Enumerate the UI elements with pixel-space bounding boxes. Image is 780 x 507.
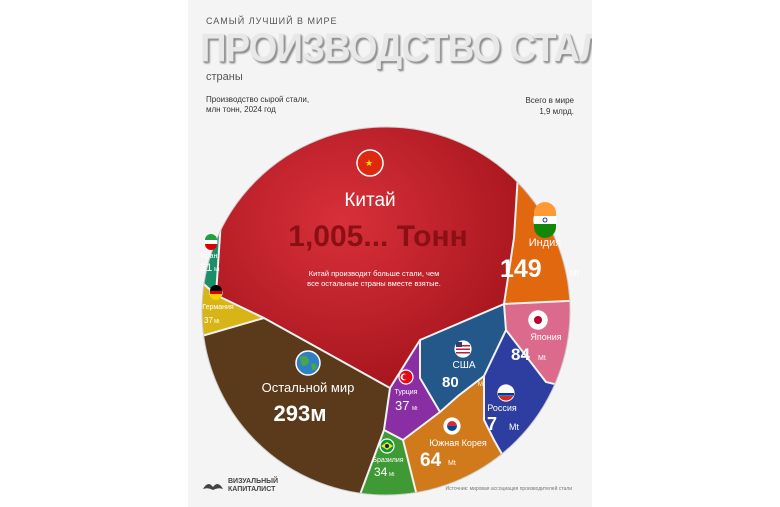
subtitle: страны <box>206 71 243 83</box>
korea-flag-icon <box>443 417 461 435</box>
india-value: 149 <box>500 255 542 283</box>
page-title: ПРОИЗВОДСТВО СТАЛИ <box>200 26 592 70</box>
logo-line-1: ВИЗУАЛЬНЫЙ <box>228 478 279 485</box>
unit-note: Производство сырой стали, млн тонн, 2024… <box>206 95 316 115</box>
russia-flag-icon <box>497 384 515 402</box>
turkey-name: Турция <box>395 389 418 396</box>
cell-china <box>202 127 520 388</box>
turkey-flag-icon <box>398 369 414 385</box>
russia-name: Россия <box>487 403 517 413</box>
india-unit: Mt <box>570 269 580 278</box>
unit-line-1: Производство сырой стали, <box>206 95 310 104</box>
rest-name: Остальной мир <box>262 380 355 395</box>
iran-flag-icon <box>204 234 218 250</box>
china-name: Китай <box>344 190 395 211</box>
russia-value: 7 <box>487 414 497 434</box>
china-note-line-1: Китай производит больше стали, чем <box>309 269 439 278</box>
germany-name: Германия <box>202 304 234 311</box>
globe-icon <box>295 350 321 376</box>
india-flag-icon <box>533 202 557 238</box>
russia-unit: Mt <box>509 422 519 432</box>
turkey-value: 37 <box>395 398 409 413</box>
rest-value: 293м <box>274 401 327 426</box>
cell-turkey <box>384 340 440 440</box>
japan-name: Япония <box>530 332 561 342</box>
germany-flag-icon <box>209 285 223 300</box>
iran-name: Иран <box>201 253 218 260</box>
china-value: 1,005... Тонн <box>288 220 467 253</box>
unit-line-2: млн тонн, 2024 год <box>206 105 276 114</box>
germany-unit: Mt <box>214 319 220 325</box>
world-total: Всего в мире 1,9 млрд. <box>525 95 574 117</box>
infographic: САМЫЙ ЛУЧШИЙ В МИРЕ ПРОИЗВОДСТВО СТАЛИ с… <box>188 0 592 507</box>
svg-text:★: ★ <box>365 158 373 168</box>
turkey-unit: Mt <box>412 406 418 412</box>
total-line-2: 1,9 млрд. <box>539 107 574 116</box>
korea-unit: Mt <box>448 460 456 467</box>
japan-flag-icon <box>528 310 548 330</box>
iran-value: 31 <box>200 262 212 274</box>
japan-value: 84 <box>511 345 530 364</box>
germany-value: 37 <box>204 316 213 325</box>
japan-unit: Mt <box>538 355 546 362</box>
iran-unit: Mt <box>214 267 220 273</box>
cell-brazil <box>358 430 418 495</box>
source-note: Источник: мировая ассоциация производите… <box>445 486 573 492</box>
pretitle: САМЫЙ ЛУЧШИЙ В МИРЕ <box>206 16 338 26</box>
china-flag-icon: ★ <box>356 149 384 177</box>
china-note-line-2: все остальные страны вместе взятые. <box>307 279 441 288</box>
usa-flag-icon <box>454 340 472 358</box>
voronoi-chart: ★ Китай 1,005... Тонн Китай производит б… <box>200 126 580 496</box>
usa-value: 80 <box>442 374 459 391</box>
mustache-logo-icon <box>203 483 223 490</box>
brazil-unit: Mt <box>389 472 395 478</box>
logo-line-2: КАПИТАЛИСТ <box>228 486 276 493</box>
brazil-value: 34 <box>374 465 388 479</box>
usa-unit: Mt <box>478 382 485 388</box>
brazil-name: Бразилия <box>372 457 403 464</box>
brazil-flag-icon <box>379 438 395 454</box>
india-name: Индия <box>529 237 562 249</box>
usa-name: США <box>452 360 475 371</box>
publisher-logo: ВИЗУАЛЬНЫЙ КАПИТАЛИСТ <box>202 478 278 494</box>
korea-value: 64 <box>420 450 442 471</box>
total-line-1: Всего в мире <box>525 96 574 105</box>
korea-name: Южная Корея <box>429 438 487 448</box>
